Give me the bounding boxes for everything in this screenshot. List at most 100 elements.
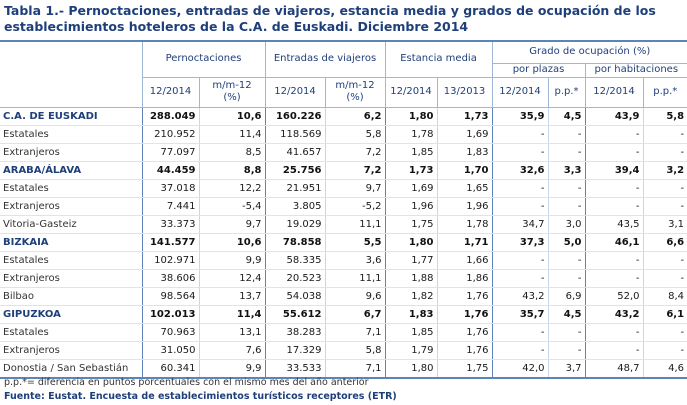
cell-value: 78.858 [264, 232, 326, 252]
row-label: ARABA/ÁLAVA [0, 160, 142, 180]
corner-cell [0, 40, 142, 108]
row-label: GIPUZKOA [0, 304, 142, 324]
table-row: Extranjeros 77.097 8,5 41.657 7,2 1,85 1,83- - -… [0, 143, 687, 162]
cell-value: - [547, 341, 586, 360]
cell-value: 37,3 [491, 232, 549, 252]
cell-value: 7.441 [141, 197, 199, 216]
cell-value: 1,65 [436, 179, 493, 198]
cell-value: 13,1 [198, 323, 266, 342]
cell-value: - [547, 251, 586, 270]
table-row: Extranjeros 38.606 12,4 20.523 11,1 1,88 1,86-… [0, 269, 687, 288]
cell-value: 43,2 [584, 304, 644, 324]
cell-value: 8,4 [642, 287, 687, 306]
cell-value: 60.341 [141, 359, 199, 379]
cell-value: - [547, 269, 586, 288]
cell-value: 7,1 [324, 323, 386, 342]
column-header: m/m-12 (%) [198, 77, 266, 108]
cell-value: 1,82 [384, 287, 438, 306]
cell-value: 13,7 [198, 287, 266, 306]
cell-value: 70.963 [141, 323, 199, 342]
cell-value: 37.018 [141, 179, 199, 198]
cell-value: 1,76 [436, 304, 493, 324]
table-row: BIZKAIA 141.577 10,6 78.858 5,5 1,80 1,71 37,3 5… [0, 232, 687, 252]
table-row: Bilbao 98.564 13,7 54.038 9,6 1,82 1,76 43,2 6,9… [0, 287, 687, 306]
cell-value: 10,6 [198, 232, 266, 252]
cell-value: - [584, 143, 644, 162]
cell-value: 1,80 [384, 359, 438, 379]
cell-value: 5,8 [324, 341, 386, 360]
cell-value: 1,69 [384, 179, 438, 198]
cell-value: 17.329 [264, 341, 326, 360]
cell-value: 210.952 [141, 125, 199, 144]
cell-value: 1,83 [436, 143, 493, 162]
title-line: Tabla 1.- Pernoctaciones, entradas de vi… [4, 3, 656, 18]
table-row: C.A. DE EUSKADI 288.049 10,6 160.226 6,2 1,80… [0, 106, 687, 126]
table-row: Vitoria-Gasteiz 33.373 9,7 19.029 11,1 1,75 1,… [0, 215, 687, 234]
footnote: Fuente: Eustat. Encuesta de establecimie… [4, 391, 397, 402]
group-header: Grado de ocupación (%) [491, 40, 687, 64]
cell-value: 35,7 [491, 304, 549, 324]
cell-value: 1,73 [436, 106, 493, 126]
cell-value: - [642, 269, 687, 288]
cell-value: 102.971 [141, 251, 199, 270]
cell-value: 1,85 [384, 323, 438, 342]
row-label: Extranjeros [0, 197, 142, 216]
cell-value: 5,8 [642, 106, 687, 126]
cell-value: 1,83 [384, 304, 438, 324]
row-label: Estatales [0, 125, 142, 144]
cell-value: 1,78 [384, 125, 438, 144]
column-header: 12/2014 [264, 77, 326, 108]
cell-value: 3,0 [547, 215, 586, 234]
cell-value: 43,5 [584, 215, 644, 234]
row-label: C.A. DE EUSKADI [0, 106, 142, 126]
cell-value: - [547, 179, 586, 198]
subgroup-header: por plazas [491, 63, 586, 78]
cell-value: 9,9 [198, 359, 266, 379]
cell-value: 160.226 [264, 106, 326, 126]
cell-value: 3,2 [642, 160, 687, 180]
cell-value: 4,5 [547, 304, 586, 324]
table-row: Estatales 70.963 13,1 38.283 7,1 1,85 1,76- - - - [0, 323, 687, 342]
cell-value: 54.038 [264, 287, 326, 306]
cell-value: 25.756 [264, 160, 326, 180]
cell-value: - [491, 323, 549, 342]
cell-value: - [642, 323, 687, 342]
cell-value: 12,2 [198, 179, 266, 198]
column-header: 13/2013 [436, 77, 493, 108]
cell-value: 141.577 [141, 232, 199, 252]
cell-value: - [642, 179, 687, 198]
cell-value: 9,7 [324, 179, 386, 198]
table-row: Estatales 210.952 11,4 118.569 5,8 1,78 1,69- -… [0, 125, 687, 144]
cell-value: 9,6 [324, 287, 386, 306]
cell-value: 1,70 [436, 160, 493, 180]
row-label: Vitoria-Gasteiz [0, 215, 142, 234]
cell-value: - [547, 323, 586, 342]
table-row: ARABA/ÁLAVA 44.459 8,8 25.756 7,2 1,73 1,70 32,… [0, 160, 687, 180]
cell-value: 34,7 [491, 215, 549, 234]
cell-value: 38.283 [264, 323, 326, 342]
cell-value: - [642, 197, 687, 216]
cell-value: 44.459 [141, 160, 199, 180]
cell-value: 43,2 [491, 287, 549, 306]
cell-value: - [547, 125, 586, 144]
cell-value: 1,76 [436, 323, 493, 342]
cell-value: 55.612 [264, 304, 326, 324]
cell-value: 6,2 [324, 106, 386, 126]
data-table: Pernoctaciones Entradas de viajeros Esta… [0, 40, 687, 379]
row-label: Estatales [0, 251, 142, 270]
cell-value: 1,75 [436, 359, 493, 379]
cell-value: 9,9 [198, 251, 266, 270]
cell-value: - [491, 341, 549, 360]
row-label: Bilbao [0, 287, 142, 306]
cell-value: 1,77 [384, 251, 438, 270]
cell-value: 41.657 [264, 143, 326, 162]
cell-value: 102.013 [141, 304, 199, 324]
cell-value: 9,7 [198, 215, 266, 234]
cell-value: - [584, 179, 644, 198]
cell-value: -5,4 [198, 197, 266, 216]
cell-value: 1,85 [384, 143, 438, 162]
cell-value: - [491, 269, 549, 288]
row-label: Extranjeros [0, 269, 142, 288]
row-label: Estatales [0, 323, 142, 342]
cell-value: 11,4 [198, 304, 266, 324]
